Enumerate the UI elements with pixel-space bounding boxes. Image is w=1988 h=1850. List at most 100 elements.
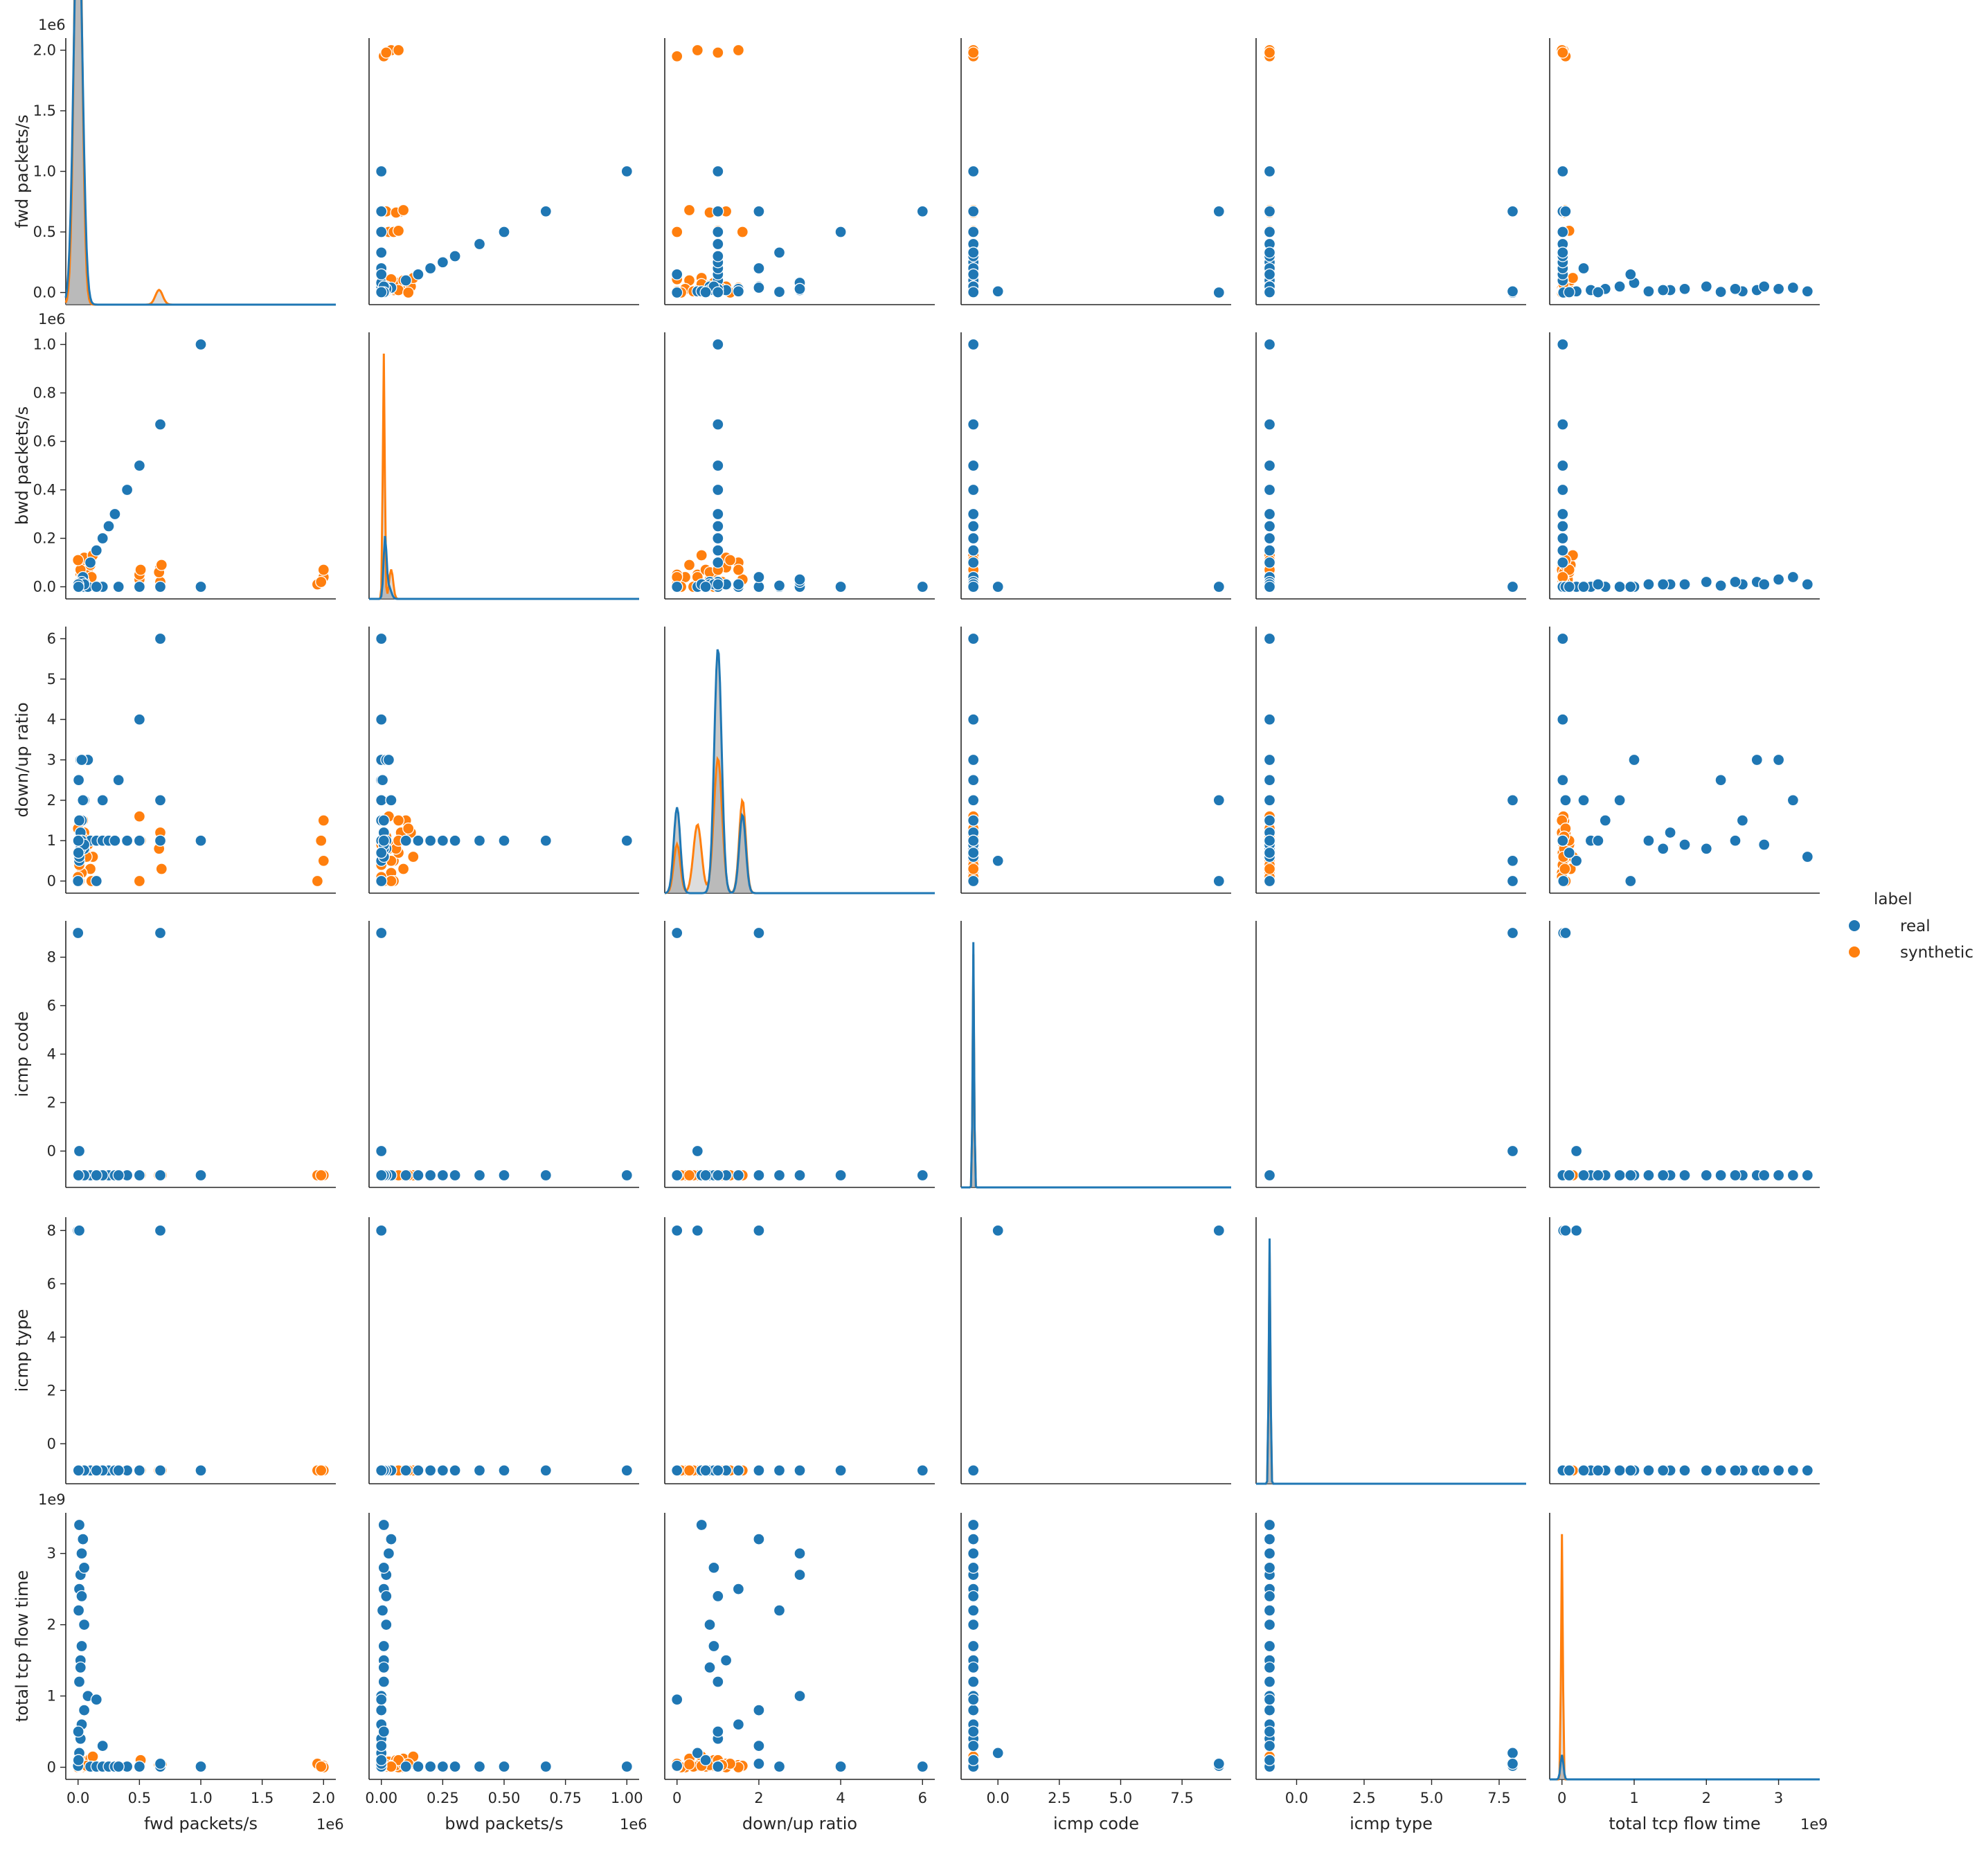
point-real	[1263, 1169, 1276, 1182]
point-real	[1786, 1464, 1800, 1477]
kde-line-real	[1550, 1754, 1820, 1781]
point-synthetic	[712, 46, 724, 59]
point-real	[133, 580, 146, 593]
point-real	[1772, 753, 1785, 766]
y-tick-label: 6	[47, 631, 56, 647]
point-real	[375, 1169, 388, 1182]
point-real	[1714, 1169, 1727, 1182]
point-synthetic	[1559, 863, 1571, 875]
point-synthetic	[695, 549, 708, 562]
y-tick-label: 0	[47, 1759, 56, 1776]
point-real	[120, 483, 134, 496]
point-real	[1263, 544, 1276, 557]
point-real	[695, 1518, 708, 1532]
point-real	[473, 1760, 486, 1773]
panel-bwd-packets-vs-down-up-ratio	[664, 332, 935, 600]
point-real	[1570, 1144, 1583, 1158]
x-tick-label: 0.0	[66, 1790, 89, 1806]
point-real	[1786, 794, 1800, 807]
point-real	[154, 834, 167, 847]
point-real	[375, 1464, 388, 1477]
point-real	[620, 1760, 633, 1773]
point-real	[109, 834, 121, 847]
point-real	[424, 1169, 437, 1182]
point-real	[967, 1518, 980, 1532]
panel-total-tcp-flow-time-vs-fwd-packets: 0 1 2 3 total tcp flow time 1e9 0.0 0.5 1.0 1.5 2.…	[12, 1491, 344, 1833]
point-real	[109, 508, 121, 521]
point-real	[967, 1464, 980, 1477]
point-real	[712, 226, 724, 238]
y-axis-label: fwd packets/s	[12, 115, 32, 228]
point-real	[436, 834, 449, 847]
point-real	[1786, 1169, 1800, 1182]
point-real	[712, 1590, 724, 1603]
point-real	[794, 282, 806, 295]
point-real	[1263, 286, 1276, 298]
point-real	[377, 834, 390, 847]
point-real	[412, 1464, 424, 1477]
point-real	[732, 1169, 745, 1182]
kde-line-real	[64, 0, 336, 306]
point-real	[78, 1704, 91, 1716]
y-tick-label: 8	[47, 949, 56, 966]
point-real	[473, 1464, 486, 1477]
panel-icmp-type-vs-icmp-code	[960, 1217, 1231, 1484]
point-real	[967, 847, 980, 859]
point-real	[1263, 338, 1276, 351]
point-real	[1657, 284, 1669, 296]
point-real	[708, 1561, 720, 1574]
y-tick-label: 0.8	[33, 385, 56, 402]
point-real	[1263, 520, 1276, 532]
kde-fill-real	[961, 942, 1231, 1187]
point-real	[967, 1533, 980, 1545]
y-tick-label: 0.6	[33, 433, 56, 450]
point-real	[1729, 575, 1741, 589]
panel-fwd-packets-vs-bwd-packets	[368, 38, 639, 305]
point-real	[90, 1464, 102, 1477]
point-real	[1212, 205, 1225, 217]
point-real	[412, 1169, 424, 1182]
point-real	[377, 1725, 390, 1738]
point-real	[671, 1464, 683, 1477]
point-real	[712, 520, 724, 532]
point-real	[1657, 1464, 1669, 1477]
point-real	[671, 1759, 683, 1772]
point-real	[967, 1604, 980, 1617]
point-real	[704, 1618, 716, 1631]
x-tick-label: 0.50	[488, 1790, 521, 1806]
point-real	[712, 556, 724, 569]
point-real	[473, 237, 486, 251]
panel-fwd-packets-vs-icmp-type	[1255, 38, 1526, 305]
point-real	[449, 1464, 461, 1477]
point-real	[704, 1661, 716, 1674]
point-real	[1570, 1224, 1583, 1237]
y-axis-label: icmp code	[12, 1012, 32, 1097]
panel-fwd-packets-vs-down-up-ratio	[664, 38, 935, 305]
point-real	[72, 926, 84, 940]
point-real	[375, 1144, 388, 1158]
point-real	[967, 814, 980, 827]
panel-fwd-packets-vs-icmp-code	[960, 38, 1231, 305]
point-synthetic	[671, 226, 683, 238]
point-real	[72, 847, 84, 859]
point-real	[154, 1224, 167, 1237]
point-real	[1678, 578, 1691, 591]
point-real	[967, 1704, 980, 1716]
point-real	[967, 1725, 980, 1738]
point-real	[498, 226, 510, 238]
point-real	[753, 1704, 765, 1716]
point-real	[1263, 1547, 1276, 1560]
point-synthetic	[724, 554, 737, 566]
y-offset-label: 1e6	[38, 311, 66, 327]
point-real	[1557, 874, 1570, 888]
panel-bwd-packets-vs-bwd-packets	[368, 332, 639, 600]
kde-line-synthetic	[369, 353, 639, 600]
panel-icmp-type-vs-down-up-ratio	[664, 1217, 935, 1484]
point-real	[1263, 1704, 1276, 1716]
point-real	[1772, 1464, 1785, 1477]
point-real	[375, 1224, 388, 1237]
y-tick-label: 0	[47, 873, 56, 890]
point-real	[1506, 874, 1519, 888]
point-real	[773, 285, 786, 298]
kde-line-synthetic	[664, 755, 935, 895]
